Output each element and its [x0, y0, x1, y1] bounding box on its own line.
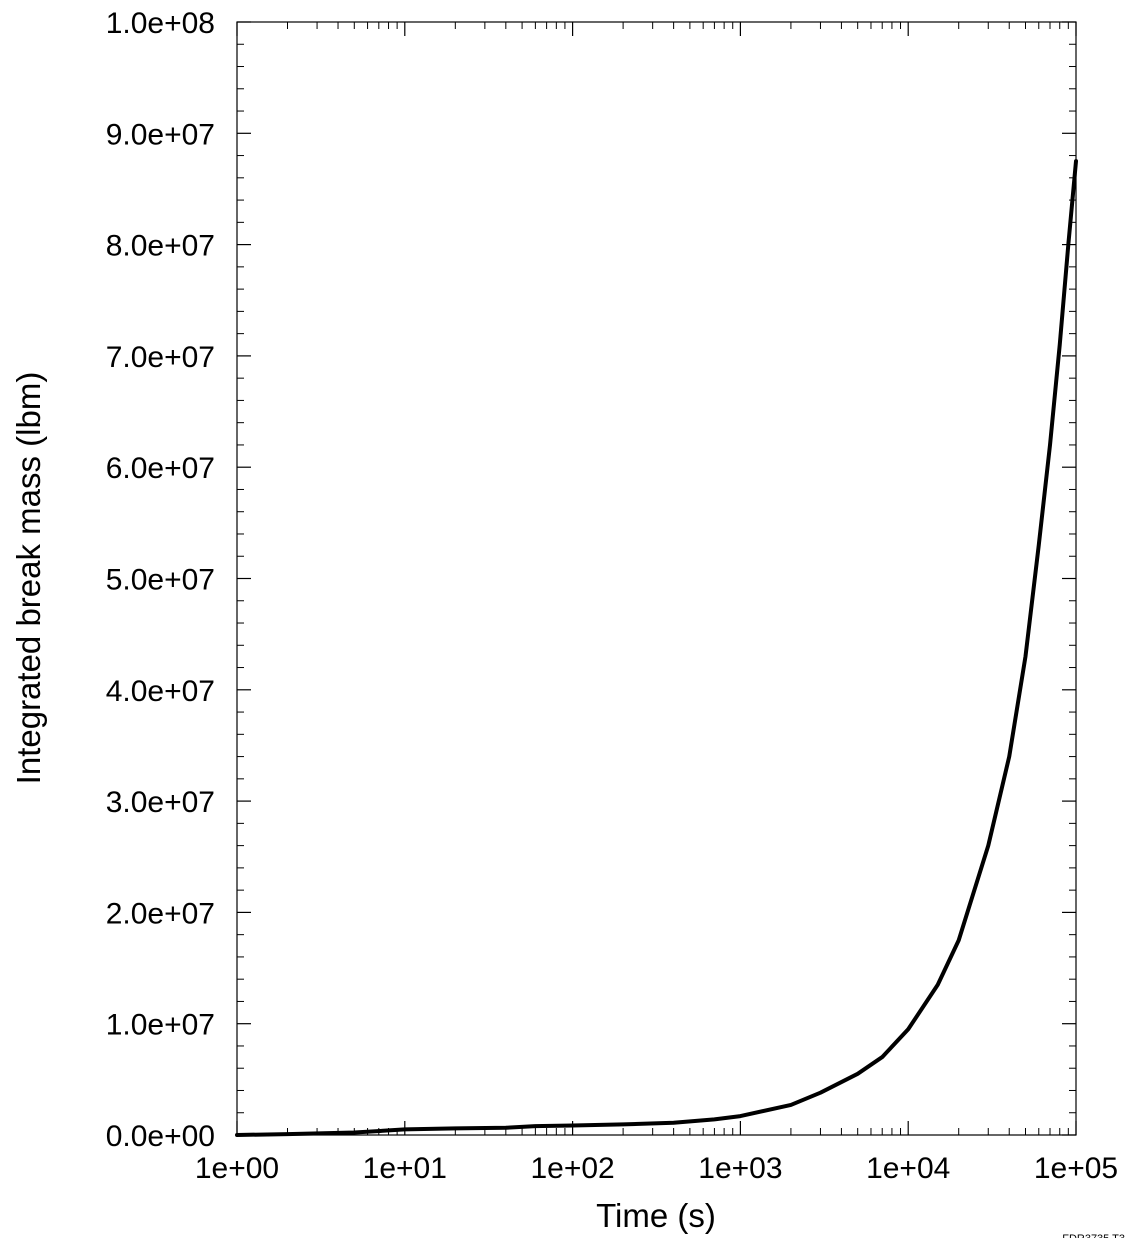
y-tick-label: 1.0e+08 [106, 7, 215, 40]
series-line [235, 159, 1078, 1137]
y-tick-label: 0.0e+00 [106, 1120, 215, 1153]
y-tick-label: 4.0e+07 [106, 675, 215, 708]
plot-frame [236, 21, 1077, 1136]
y-tick-label: 5.0e+07 [106, 564, 215, 597]
y-tick-label: 1.0e+07 [106, 1009, 215, 1042]
series-layer [235, 159, 1078, 1137]
major-ticks [236, 21, 1077, 1136]
y-tick-label: 7.0e+07 [106, 341, 215, 374]
y-tick-label: 2.0e+07 [106, 897, 215, 930]
x-tick-labels: 1e+00 1e+01 1e+02 1e+03 1e+04 1e+05 [195, 1152, 1118, 1185]
figure-id: FDR3735 T3 [1062, 1233, 1125, 1238]
x-tick-label: 1e+02 [530, 1152, 614, 1185]
y-tick-label: 8.0e+07 [106, 230, 215, 263]
y-tick-labels: 0.0e+00 1.0e+07 2.0e+07 3.0e+07 4.0e+07 5.0e+… [106, 7, 215, 1153]
x-axis-title: Time (s) [596, 1197, 716, 1234]
x-tick-label: 1e+00 [195, 1152, 279, 1185]
x-tick-label: 1e+05 [1034, 1152, 1118, 1185]
y-tick-label: 3.0e+07 [106, 786, 215, 819]
y-axis-title: Integrated break mass (lbm) [10, 372, 47, 785]
x-tick-label: 1e+03 [698, 1152, 782, 1185]
x-tick-label: 1e+04 [866, 1152, 950, 1185]
y-tick-label: 6.0e+07 [106, 452, 215, 485]
x-tick-label: 1e+01 [363, 1152, 447, 1185]
y-tick-label: 9.0e+07 [106, 118, 215, 151]
minor-ticks [237, 22, 1076, 1135]
